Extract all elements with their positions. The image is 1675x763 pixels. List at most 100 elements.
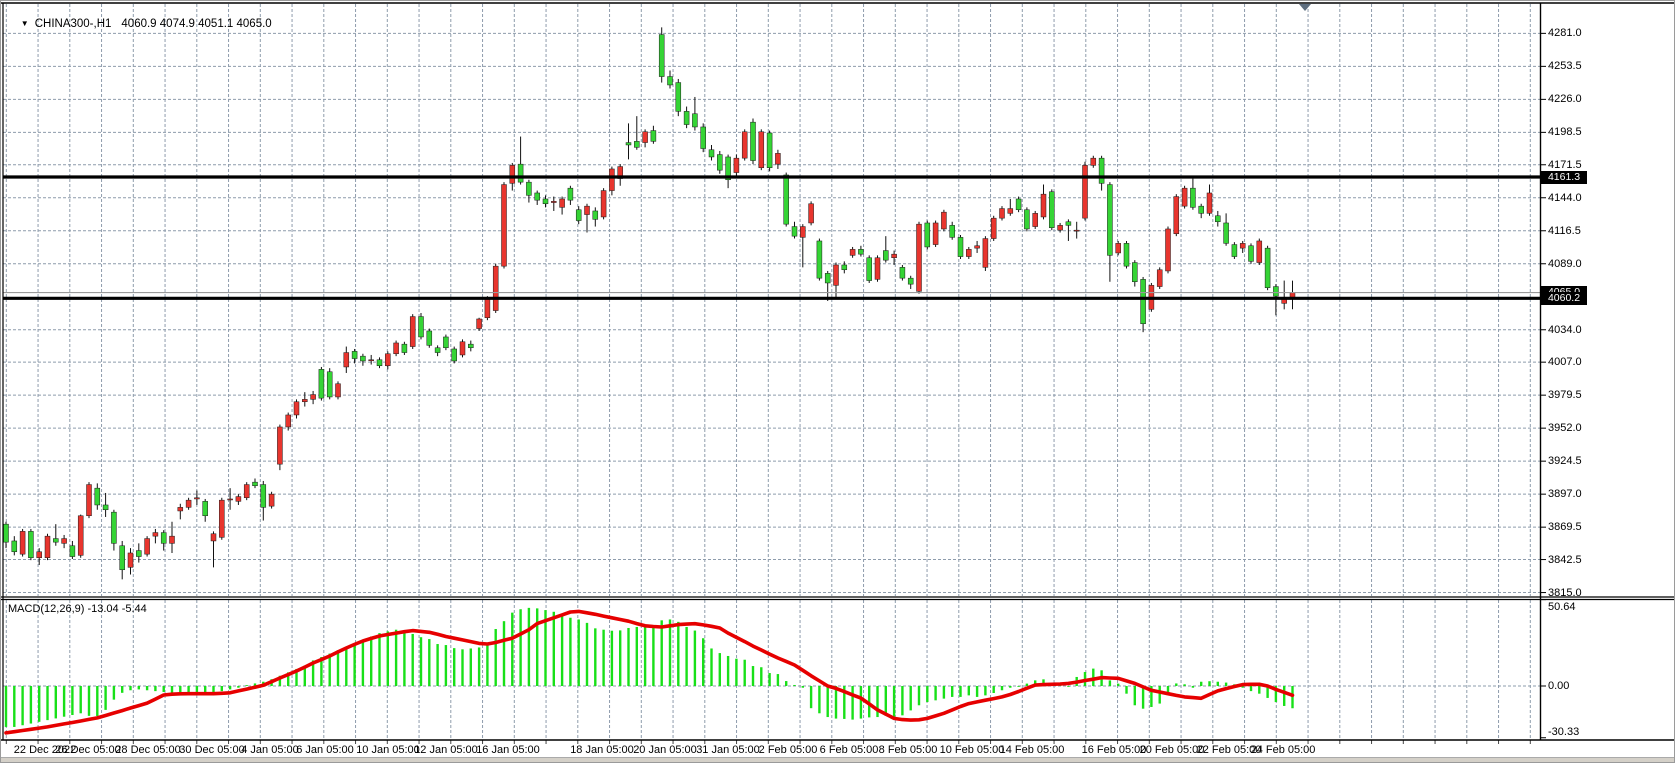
candle-bearish bbox=[1123, 243, 1130, 267]
time-axis-label: 10 Jan 05:00 bbox=[356, 744, 420, 756]
candle-bullish bbox=[800, 226, 806, 238]
candle-bullish bbox=[642, 131, 648, 143]
macd-histogram-bar bbox=[1092, 668, 1095, 686]
candle-bullish bbox=[177, 507, 184, 512]
macd-histogram-bar bbox=[419, 637, 423, 686]
time-axis-label: 16 Jan 05:00 bbox=[476, 744, 540, 756]
time-axis-label: 31 Jan 05:00 bbox=[696, 744, 760, 756]
candle-bearish bbox=[650, 130, 657, 142]
candle-bearish bbox=[1024, 209, 1030, 230]
candle-bearish bbox=[708, 149, 715, 158]
time-axis-label: 28 Dec 05:00 bbox=[115, 744, 181, 756]
macd-histogram-bar bbox=[685, 626, 688, 686]
candle-bullish bbox=[1073, 229, 1080, 232]
time-axis-label: 24 Feb 05:00 bbox=[1250, 744, 1316, 756]
candle-bearish bbox=[592, 210, 599, 220]
candle-bullish bbox=[77, 515, 84, 556]
candle-bullish bbox=[243, 484, 250, 499]
macd-histogram-bar bbox=[187, 686, 190, 693]
candle-bullish bbox=[1173, 196, 1180, 235]
macd-histogram-bar bbox=[801, 686, 804, 688]
macd-histogram-bar bbox=[1291, 686, 1294, 709]
candle-bullish bbox=[302, 399, 308, 403]
macd-histogram-bar bbox=[121, 686, 124, 693]
candle-bearish bbox=[899, 267, 906, 279]
macd-histogram-bar bbox=[951, 686, 954, 697]
macd-histogram-bar bbox=[461, 649, 464, 686]
candle-bearish bbox=[924, 222, 931, 248]
macd-histogram-bar bbox=[1200, 681, 1203, 686]
candle-bullish bbox=[775, 153, 781, 165]
candle-bullish bbox=[1115, 243, 1121, 254]
candle-bearish bbox=[360, 355, 366, 362]
macd-histogram-bar bbox=[145, 686, 149, 691]
candle-bearish bbox=[260, 484, 267, 508]
time-axis-label: 22 Dec 2022 bbox=[13, 744, 77, 756]
candle-bearish bbox=[119, 545, 125, 571]
candle-bullish bbox=[833, 264, 839, 286]
macd-histogram-bar bbox=[1274, 686, 1278, 703]
macd-histogram-bar bbox=[743, 659, 746, 686]
macd-histogram-bar bbox=[876, 686, 879, 718]
macd-histogram-bar bbox=[519, 609, 522, 686]
time-axis-label: 26 Dec 05:00 bbox=[55, 744, 121, 756]
macd-histogram-bar bbox=[818, 686, 821, 714]
candle-bearish bbox=[1264, 247, 1271, 289]
candle-bullish bbox=[61, 538, 67, 544]
macd-histogram-bar bbox=[195, 686, 199, 694]
candle-bearish bbox=[318, 369, 325, 399]
macd-histogram-bar bbox=[942, 686, 946, 699]
macd-histogram-bar bbox=[693, 630, 697, 686]
candle-bearish bbox=[11, 540, 18, 553]
time-axis-label: 4 Jan 05:00 bbox=[241, 744, 299, 756]
candle-bearish bbox=[542, 198, 549, 205]
candle-bearish bbox=[1107, 184, 1113, 256]
candle-bullish bbox=[1181, 187, 1188, 207]
macd-histogram-bar bbox=[237, 686, 240, 688]
macd-histogram-bar bbox=[776, 674, 780, 686]
candle-bullish bbox=[733, 157, 740, 173]
macd-axis-label: 50.64 bbox=[1548, 601, 1576, 613]
candle-bearish bbox=[69, 545, 76, 557]
macd-histogram-bar bbox=[843, 686, 846, 719]
time-axis-label: 6 Feb 05:00 bbox=[819, 744, 879, 756]
macd-histogram-bar bbox=[71, 686, 74, 716]
macd-histogram-bar bbox=[13, 686, 16, 727]
macd-histogram-bar bbox=[984, 686, 987, 696]
candle-bullish bbox=[891, 253, 897, 259]
macd-histogram-bar bbox=[403, 633, 406, 686]
symbol-dropdown-icon[interactable]: ▼ bbox=[20, 19, 29, 28]
candle-bearish bbox=[791, 226, 798, 237]
candle-bullish bbox=[235, 496, 242, 502]
macd-histogram-bar bbox=[303, 665, 306, 686]
macd-histogram-bar bbox=[511, 612, 514, 686]
macd-histogram-bar bbox=[469, 648, 472, 686]
candle-bearish bbox=[858, 249, 864, 255]
macd-histogram-bar bbox=[295, 668, 298, 686]
candle-bearish bbox=[1140, 279, 1146, 325]
macd-histogram-bar bbox=[320, 656, 323, 686]
candle-bullish bbox=[484, 298, 491, 319]
macd-histogram-bar bbox=[1166, 686, 1170, 694]
candle-bearish bbox=[567, 187, 574, 201]
price-axis-label: 4281.0 bbox=[1548, 27, 1582, 39]
price-axis-label: 4034.0 bbox=[1548, 324, 1582, 336]
macd-histogram-bar bbox=[336, 650, 340, 686]
chart-symbol-period: CHINA300-,H1 bbox=[34, 18, 112, 30]
macd-histogram-bar bbox=[718, 653, 721, 686]
candle-bearish bbox=[202, 501, 208, 517]
candle-bullish bbox=[19, 531, 26, 555]
candle-bearish bbox=[1198, 205, 1204, 214]
macd-histogram-bar bbox=[1017, 686, 1020, 687]
macd-histogram-bar bbox=[477, 647, 481, 686]
candle-bearish bbox=[517, 163, 524, 183]
macd-histogram-bar bbox=[577, 619, 580, 686]
macd-histogram-bar bbox=[96, 686, 99, 717]
price-axis-label: 3815.0 bbox=[1548, 587, 1582, 599]
macd-histogram-bar bbox=[278, 675, 282, 686]
candle-bullish bbox=[86, 484, 92, 517]
macd-signal-line bbox=[4, 609, 1295, 735]
time-axis-label: 6 Jan 05:00 bbox=[296, 744, 354, 756]
